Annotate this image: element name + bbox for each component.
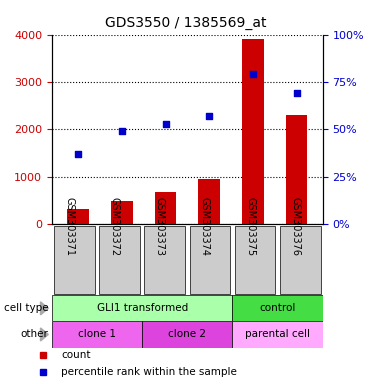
Bar xyxy=(190,226,230,294)
Text: count: count xyxy=(61,350,91,360)
Bar xyxy=(52,295,233,321)
Text: GSM303374: GSM303374 xyxy=(200,197,210,256)
Point xyxy=(119,128,125,134)
Text: percentile rank within the sample: percentile rank within the sample xyxy=(61,367,237,377)
Text: GSM303376: GSM303376 xyxy=(290,197,300,256)
Point xyxy=(75,151,81,157)
Bar xyxy=(286,115,308,224)
Text: GSM303371: GSM303371 xyxy=(65,197,75,256)
Text: GLI1 transformed: GLI1 transformed xyxy=(96,303,188,313)
Text: clone 1: clone 1 xyxy=(78,329,116,339)
Bar xyxy=(235,226,275,294)
Point xyxy=(162,121,168,127)
Bar xyxy=(52,321,142,348)
Bar xyxy=(280,226,321,294)
Bar xyxy=(198,179,220,224)
Text: GSM303372: GSM303372 xyxy=(110,197,120,256)
Point xyxy=(250,71,256,78)
Text: cell type: cell type xyxy=(4,303,48,313)
Polygon shape xyxy=(40,302,48,315)
Bar xyxy=(155,192,177,224)
Polygon shape xyxy=(40,328,48,341)
Bar xyxy=(242,39,264,224)
Bar xyxy=(67,209,89,224)
Text: parental cell: parental cell xyxy=(245,329,310,339)
Bar xyxy=(142,321,233,348)
Text: GDS3550 / 1385569_at: GDS3550 / 1385569_at xyxy=(105,16,266,30)
Bar xyxy=(54,226,95,294)
Point xyxy=(206,113,212,119)
Text: GSM303373: GSM303373 xyxy=(155,197,165,256)
Text: other: other xyxy=(20,329,48,339)
Bar xyxy=(111,201,133,224)
Text: GSM303375: GSM303375 xyxy=(245,197,255,256)
Text: control: control xyxy=(259,303,296,313)
Text: clone 2: clone 2 xyxy=(168,329,206,339)
Bar xyxy=(144,226,185,294)
Bar xyxy=(233,295,323,321)
Bar xyxy=(233,321,323,348)
Point xyxy=(293,90,299,96)
Bar xyxy=(99,226,140,294)
